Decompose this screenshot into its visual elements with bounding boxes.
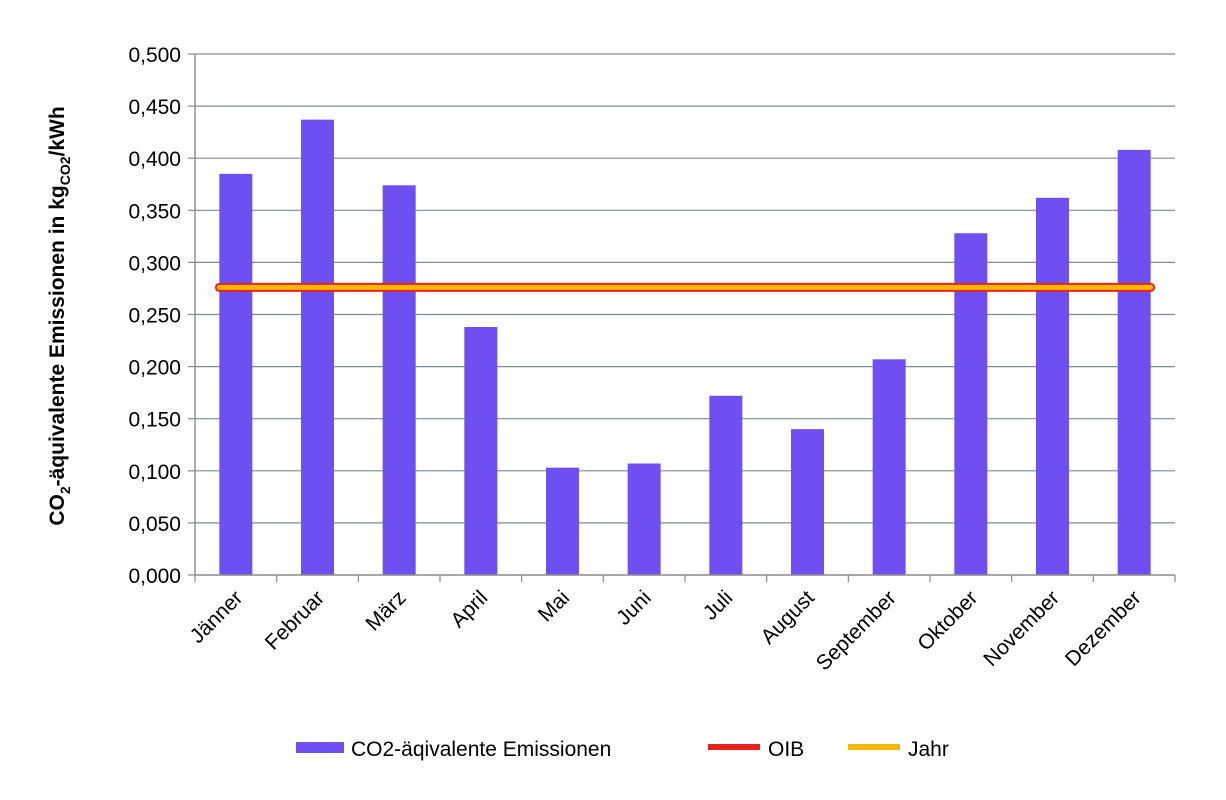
x-tick-label: Juni [612,586,656,630]
x-tick-labels: Jänner Februar März April Mai Juni Juli AugustS… [186,586,1146,675]
bar-februar [301,119,334,576]
x-tick-label: November [979,586,1064,671]
y-axis-label-prefix: CO [46,494,69,526]
bar-april [464,327,498,575]
y-tick-label: 0,200 [128,357,181,380]
y-tick-label: 0,300 [128,252,181,275]
legend-label-emissions: CO2-äqivalente Emissionen [351,738,611,761]
bar-september [872,359,906,575]
bar-august [791,429,824,575]
y-tick-label: 0,400 [128,148,181,171]
y-tick-label: 0,450 [128,96,181,119]
axes [188,53,1176,582]
legend: CO2-äqivalente Emissionen OIB Jahr [296,738,949,761]
bar-juli [709,395,743,575]
x-tick-label: Oktober [913,586,982,655]
bar-juni [627,463,661,575]
x-tick-label: März [361,586,410,635]
x-tick-label: Jänner [186,586,248,648]
y-tick-labels: 0,000 0,050 0,100 0,150 0,200 0,250 0,300 0,350… [128,44,181,588]
bar-november [1036,197,1069,575]
y-tick-label: 0,250 [128,305,181,328]
y-axis-label: CO2-äquivalente Emissionen in kgCO2/kWh [46,106,73,525]
x-tick-label: Mai [534,586,574,626]
y-tick-label: 0,350 [128,200,181,223]
gridlines [195,53,1175,524]
x-tick-label: Dezember [1061,586,1146,671]
x-tick-label: Februar [261,586,329,654]
legend-label-oib: OIB [768,738,804,761]
x-tick-label: Juli [699,586,738,625]
y-tick-label: 0,150 [128,409,181,432]
x-tick-label: September [812,586,901,675]
x-tick-label: August [757,586,820,649]
legend-label-jahr: Jahr [908,738,949,761]
y-axis-label-suffix: /kWh [46,106,69,156]
y-axis-label-middle: -äquivalente Emissionen in kg [46,185,69,486]
bar-märz [382,185,416,576]
y-tick-label: 0,500 [128,44,181,67]
y-axis-label-sub1: 2 [57,486,73,494]
y-tick-label: 0,000 [128,565,181,588]
bars [219,119,1151,576]
legend-swatch-emissions [296,742,344,753]
bar-mai [546,467,579,575]
y-axis-label-sub2: CO2 [57,156,73,185]
y-tick-label: 0,100 [128,461,181,484]
y-tick-label: 0,050 [128,513,181,536]
bar-dezember [1117,149,1151,575]
bar-jänner [219,173,253,575]
x-tick-label: April [446,586,492,632]
